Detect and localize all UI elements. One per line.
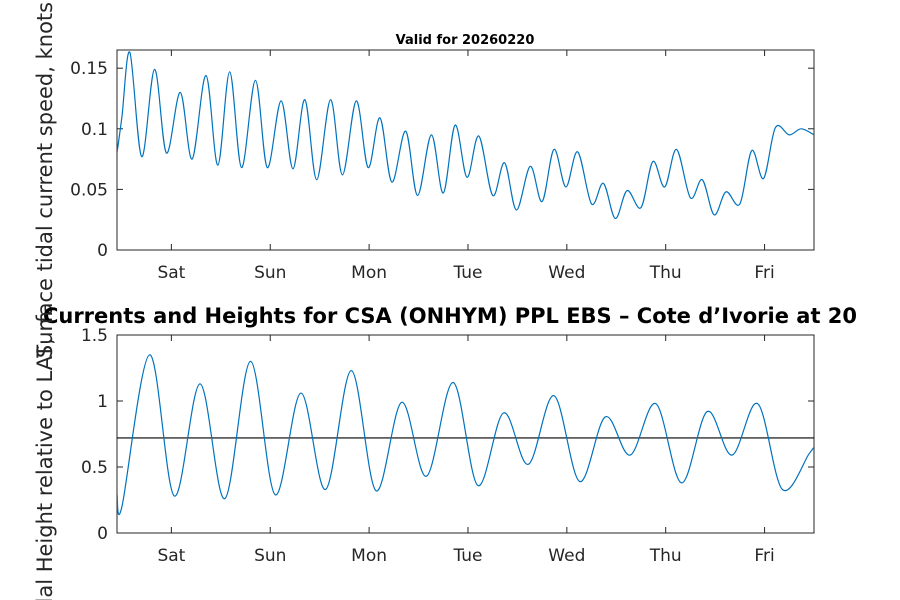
y-tick-label: 0.1 <box>81 120 108 140</box>
x-tick-label: Mon <box>351 263 387 283</box>
y-tick-label: 0 <box>97 241 108 261</box>
x-tick-label: Fri <box>754 546 774 566</box>
y-tick-label: 0.15 <box>70 59 108 79</box>
y-tick-label: 0.05 <box>70 180 108 200</box>
x-tick-label: Fri <box>754 263 774 283</box>
current-series <box>117 51 814 220</box>
x-tick-label: Tue <box>452 546 482 566</box>
series-line <box>117 51 814 220</box>
y-tick-label: 0 <box>97 524 108 544</box>
current-y-axis-label: Surface tidal current speed, knots <box>33 2 57 358</box>
y-tick-label: 1 <box>97 392 108 412</box>
x-tick-label: Wed <box>548 263 585 283</box>
y-tick-label: 1.5 <box>81 326 108 346</box>
current-axis-ticks: 0 0.05 0.1 0.15 Sat Sun Mon Tue Wed Thu Fri <box>70 50 814 283</box>
x-tick-label: Sun <box>254 263 286 283</box>
x-tick-label: Mon <box>351 546 387 566</box>
x-tick-label: Thu <box>649 263 682 283</box>
series-line <box>117 354 814 516</box>
x-tick-label: Tue <box>452 263 482 283</box>
height-series <box>117 354 814 516</box>
y-tick-label: 0.5 <box>81 458 108 478</box>
current-chart-title: Valid for 20260220 <box>396 33 535 48</box>
x-tick-label: Wed <box>548 546 585 566</box>
x-tick-label: Thu <box>649 546 682 566</box>
current-plot-area <box>116 49 815 251</box>
main-figure-title: Currents and Heights for CSA (ONHYM) PPL… <box>43 304 857 328</box>
height-y-axis-label: Tidal Height relative to LAT, m <box>33 311 57 600</box>
x-tick-label: Sun <box>254 546 286 566</box>
x-tick-label: Sat <box>157 263 185 283</box>
tidal-height-chart: Currents and Heights for CSA (ONHYM) PPL… <box>33 304 857 600</box>
x-tick-label: Sat <box>157 546 185 566</box>
height-axis-ticks: 0 0.5 1 1.5 Sat Sun Mon Tue Wed Thu Fri <box>81 326 814 566</box>
current-speed-chart: Valid for 20260220 Surface tidal current… <box>33 2 815 358</box>
